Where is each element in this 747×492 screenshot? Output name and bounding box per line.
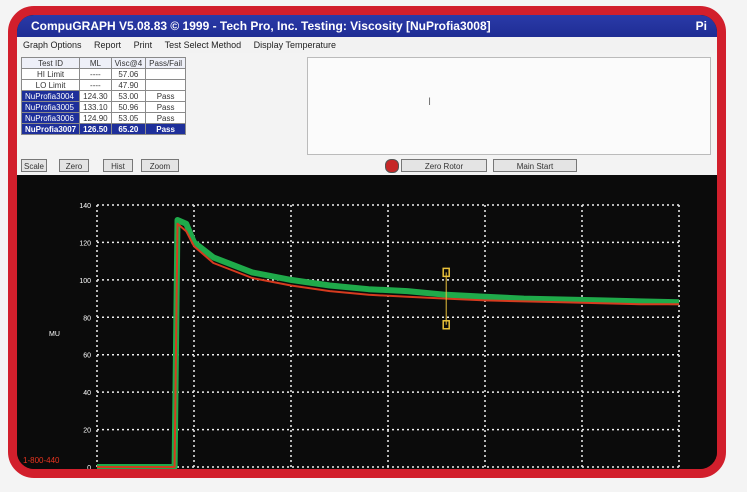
row-visc: 65.20 — [110, 123, 147, 135]
menu-report[interactable]: Report — [94, 40, 122, 50]
row-id[interactable]: NuProfia3006 — [20, 112, 81, 124]
row-ml: 124.30 — [79, 90, 112, 102]
menu-display-temperature[interactable]: Display Temperature — [253, 40, 337, 50]
row-label: LO Limit — [20, 79, 81, 91]
menu-print[interactable]: Print — [133, 40, 153, 50]
row-pf — [145, 79, 187, 91]
row-pf: Pass — [145, 112, 187, 124]
col-ml: ML — [79, 57, 112, 69]
y-tick-label: 20 — [83, 428, 91, 435]
row-pf — [145, 68, 187, 80]
table-row[interactable]: NuProfia3005 133.10 50.96 Pass — [20, 101, 187, 113]
menu-bar: Graph Options Report Print Test Select M… — [17, 37, 717, 54]
chart-area: 140 120 100 80 60 40 20 0 MU 1-800-440 — [17, 175, 717, 469]
text-cursor-icon: I — [428, 96, 432, 108]
scale-button[interactable]: Scale — [21, 159, 47, 172]
row-id[interactable]: NuProfia3007 — [20, 123, 81, 135]
y-tick-label: 60 — [83, 353, 91, 360]
y-tick-label: 80 — [83, 315, 91, 322]
y-tick-label: 140 — [79, 203, 91, 210]
row-pf: Pass — [145, 90, 187, 102]
main-start-button[interactable]: Main Start — [493, 159, 577, 172]
col-test-id: Test ID — [20, 57, 81, 69]
lo-limit-row: LO Limit ---- 47.90 — [20, 79, 187, 91]
title-bar: CompuGRAPH V5.08.83 © 1999 - Tech Pro, I… — [17, 15, 717, 37]
results-panel: Test ID ML Visc@4 Pass/Fail HI Limit ---… — [17, 53, 717, 175]
table-row-selected[interactable]: NuProfia3007 126.50 65.20 Pass — [20, 123, 187, 135]
row-ml: 124.90 — [79, 112, 112, 124]
row-visc: 50.96 — [110, 101, 147, 113]
table-row[interactable]: NuProfia3006 124.90 53.05 Pass — [20, 112, 187, 124]
row-id[interactable]: NuProfia3005 — [20, 101, 81, 113]
zoom-button[interactable]: Zoom — [141, 159, 179, 172]
title-extra: Pi — [695, 19, 707, 33]
row-id[interactable]: NuProfia3004 — [20, 90, 81, 102]
row-label: HI Limit — [20, 68, 81, 80]
record-icon[interactable] — [385, 159, 399, 173]
row-visc: 53.00 — [110, 90, 147, 102]
results-table: Test ID ML Visc@4 Pass/Fail HI Limit ---… — [20, 57, 187, 135]
row-ml: ---- — [79, 68, 112, 80]
hi-limit-row: HI Limit ---- 57.06 — [20, 68, 187, 80]
info-pane: I — [307, 57, 711, 155]
zero-rotor-button[interactable]: Zero Rotor — [401, 159, 487, 172]
y-tick-label: 120 — [79, 240, 91, 247]
menu-graph-options[interactable]: Graph Options — [23, 40, 82, 50]
table-header-row: Test ID ML Visc@4 Pass/Fail — [20, 57, 187, 69]
zero-button[interactable]: Zero — [59, 159, 89, 172]
col-visc: Visc@4 — [110, 57, 147, 69]
screen-frame: CompuGRAPH V5.08.83 © 1999 - Tech Pro, I… — [8, 6, 726, 478]
series-line — [97, 222, 679, 468]
y-tick-label: 40 — [83, 390, 91, 397]
hist-button[interactable]: Hist — [103, 159, 133, 172]
y-axis-label: MU — [49, 331, 60, 338]
viscosity-chart: 140 120 100 80 60 40 20 0 MU — [49, 203, 680, 472]
row-visc: 57.06 — [110, 68, 147, 80]
row-ml: ---- — [79, 79, 112, 91]
row-pf: Pass — [145, 123, 187, 135]
stamp-text: 1-800-440 — [23, 456, 60, 465]
y-tick-label: 100 — [79, 278, 91, 285]
row-ml: 126.50 — [79, 123, 112, 135]
table-row[interactable]: NuProfia3004 124.30 53.00 Pass — [20, 90, 187, 102]
y-tick-label: 0 — [87, 465, 91, 472]
row-visc: 47.90 — [110, 79, 147, 91]
menu-test-select-method[interactable]: Test Select Method — [164, 40, 242, 50]
row-visc: 53.05 — [110, 112, 147, 124]
col-pass-fail: Pass/Fail — [145, 57, 187, 69]
window-title: CompuGRAPH V5.08.83 © 1999 - Tech Pro, I… — [31, 19, 491, 33]
row-ml: 133.10 — [79, 101, 112, 113]
row-pf: Pass — [145, 101, 187, 113]
